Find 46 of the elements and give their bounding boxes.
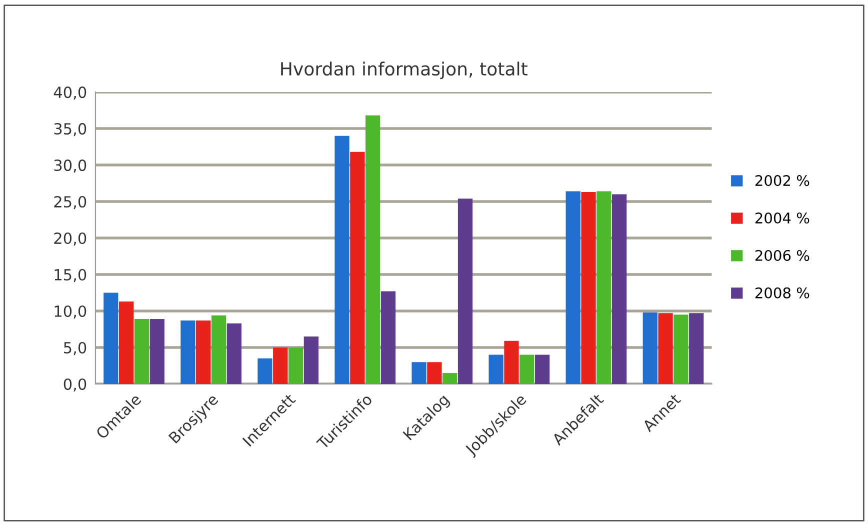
legend-label: 2006 %: [755, 250, 810, 261]
bar: [350, 152, 365, 384]
bar: [442, 373, 458, 384]
bar: [273, 347, 288, 384]
y-tick-label: 30,0: [54, 160, 86, 173]
bar: [412, 362, 426, 384]
bar: [427, 362, 442, 384]
y-tick-label: 25,0: [54, 196, 86, 210]
bar: [689, 313, 704, 384]
y-tick-label: 35,0: [54, 123, 86, 136]
legend-label: 2004 %: [755, 212, 810, 224]
bar: [134, 319, 150, 384]
y-tick-label: 15,0: [54, 268, 86, 282]
legend-label: 2008 %: [755, 287, 810, 298]
bar: [596, 191, 612, 384]
bar: [150, 319, 164, 384]
chart-title: Hvordan informasjon, totalt: [281, 62, 528, 80]
bar: [520, 354, 534, 384]
bar: [226, 323, 242, 384]
bar: [488, 354, 504, 384]
bar: [334, 136, 350, 384]
bar: [288, 347, 304, 384]
bar: [196, 320, 211, 384]
y-tick-label: 5,0: [64, 342, 86, 356]
bar: [304, 336, 318, 384]
bar: [118, 302, 134, 384]
bar: [534, 354, 550, 384]
y-tick-label: 0,0: [64, 378, 86, 392]
bar: [365, 115, 380, 384]
bar: [458, 198, 473, 384]
y-tick-label: 40,0: [54, 86, 86, 100]
bar: [674, 314, 688, 384]
bar: [104, 292, 118, 384]
bar: [211, 315, 226, 384]
y-tick-label: 10,0: [54, 305, 86, 319]
bar: [642, 312, 658, 384]
bar: [581, 192, 596, 384]
y-tick-label: 20,0: [54, 232, 86, 246]
bar: [258, 358, 272, 384]
bar: [566, 191, 580, 384]
bar: [504, 340, 519, 384]
bar: [380, 291, 396, 384]
bar: [180, 320, 196, 384]
bar: [658, 313, 673, 384]
legend-label: 2002 %: [755, 175, 810, 186]
bar: [612, 194, 627, 384]
